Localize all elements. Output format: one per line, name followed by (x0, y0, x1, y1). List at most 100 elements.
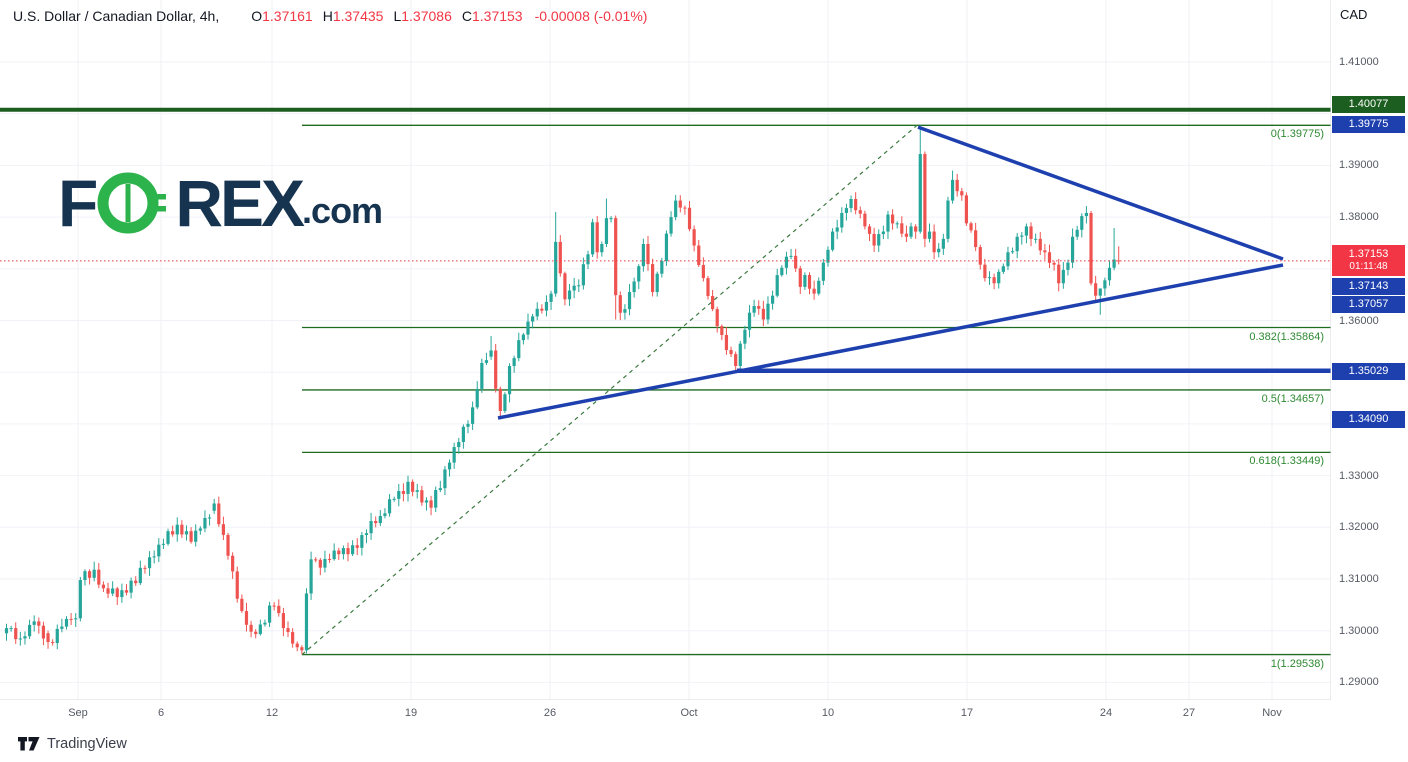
ohlc-key: L (393, 8, 402, 24)
candle-body (1010, 251, 1015, 253)
candle-body (863, 213, 867, 227)
candle-body (609, 218, 613, 220)
candle-up (503, 392, 507, 413)
candle-up (1006, 246, 1010, 271)
candle-down (854, 192, 858, 215)
candle-body (729, 350, 733, 355)
candle-body (960, 191, 964, 196)
candle-body (1038, 238, 1042, 251)
candle-body (74, 618, 78, 620)
candle-down (281, 607, 285, 637)
candle-down (734, 351, 738, 371)
candle-body (355, 545, 359, 548)
candle-body (429, 500, 433, 508)
price-badge: 1.39775 (1332, 116, 1405, 133)
badge-price: 1.37057 (1348, 298, 1389, 310)
candle-up (207, 514, 212, 526)
candle-down (143, 565, 147, 574)
candle-down (960, 187, 964, 201)
candle-up (835, 219, 839, 240)
candle-body (69, 618, 73, 620)
candle-body (277, 605, 281, 614)
candle-down (646, 235, 650, 271)
symbol-title[interactable]: U.S. Dollar / Canadian Dollar, 4h, (13, 8, 220, 24)
candle-up (738, 340, 742, 372)
candle-body (738, 343, 742, 366)
candle-up (147, 551, 152, 576)
badge-countdown: 01:11:48 (1349, 261, 1388, 272)
candle-body (1001, 266, 1005, 272)
candle-up (826, 246, 830, 267)
candle-body (895, 223, 899, 225)
candle-down (890, 209, 895, 230)
candle-body (757, 306, 761, 309)
candle-body (618, 295, 622, 313)
candle-down (41, 621, 46, 646)
candle-up (438, 480, 442, 493)
candle-body (14, 628, 18, 640)
candle-body (655, 273, 659, 293)
candle-up (1070, 228, 1075, 269)
candle-body (969, 223, 973, 231)
time-axis[interactable]: Sep 6 12 19 26 Oct 10 17 24 27 Nov (0, 700, 1408, 728)
candle-down (687, 201, 692, 232)
candle-down (558, 235, 562, 277)
candle-down (757, 300, 761, 315)
ohlc-value: 1.37086 (401, 8, 452, 24)
badge-price: 1.39775 (1348, 118, 1389, 130)
candle-up (92, 561, 96, 582)
tradingview-attribution[interactable]: TradingView (18, 736, 127, 752)
candle-down (217, 496, 221, 527)
candle-body (51, 642, 55, 644)
candle-up (4, 623, 9, 641)
fib-level-label: 1(1.29538) (1270, 657, 1324, 670)
price-axis[interactable]: 1.41000 1.39000 1.38000 1.36000 1.33000 1.320… (1331, 0, 1408, 728)
ohlc-value: 1.37153 (471, 8, 523, 24)
candle-body (544, 301, 549, 311)
candle-body (600, 243, 604, 253)
candle-body (890, 214, 895, 224)
candle-body (392, 498, 396, 500)
candle-down (494, 343, 498, 393)
candle-body (1089, 212, 1093, 284)
quote-currency-label: CAD (1340, 7, 1368, 22)
time-tick-label: 27 (1182, 707, 1196, 719)
time-tick-label: 19 (404, 707, 418, 719)
candle-body (78, 580, 82, 619)
candle-body (147, 557, 152, 569)
candle-up (803, 272, 807, 290)
candle-body (623, 309, 627, 313)
candle-down (563, 271, 567, 306)
candle-down (337, 547, 341, 560)
plot-layer (0, 107, 1331, 656)
candle-body (157, 544, 161, 557)
candle-up (1061, 262, 1065, 289)
candle-body (235, 571, 239, 599)
candle-body (766, 303, 770, 320)
candle-body (1020, 235, 1024, 237)
candle-up (194, 524, 198, 547)
candle-up (627, 284, 632, 316)
candle-up (660, 257, 664, 278)
candle-down (1038, 232, 1042, 255)
ohlc-pair: L1.37086 (393, 8, 451, 24)
candle-down (249, 620, 253, 638)
candle-body (918, 154, 922, 232)
candle-body (207, 517, 212, 519)
candle-body (27, 624, 32, 637)
candle-up (572, 277, 576, 299)
candle-body (166, 531, 170, 544)
time-tick-label: 24 (1099, 707, 1113, 719)
price-tick-label: 1.38000 (1339, 211, 1379, 224)
candle-up (203, 510, 207, 533)
candle-down (812, 280, 816, 300)
candle-body (950, 179, 955, 201)
candle-down (706, 275, 710, 300)
candle-down (221, 516, 226, 541)
candle-down (37, 617, 41, 634)
candle-up (567, 283, 572, 306)
candle-up (766, 296, 770, 325)
candle-up (623, 304, 627, 320)
candle-up (950, 170, 955, 204)
